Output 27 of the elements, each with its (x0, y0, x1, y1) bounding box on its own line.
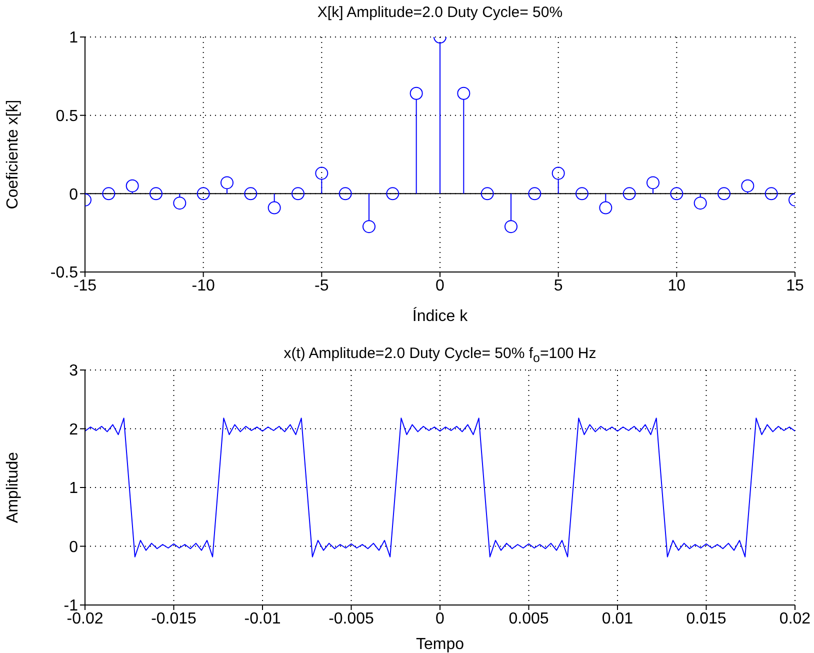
y-tick-label: 3 (69, 362, 78, 380)
y-tick-label: 0.5 (56, 108, 78, 126)
x-tick-label: 0.02 (779, 610, 811, 628)
x-tick-label: -0.015 (151, 610, 197, 628)
x-tick-label: -0.005 (328, 610, 374, 628)
y-tick-label: 1 (69, 480, 78, 498)
y-axis-title: Amplitude (4, 452, 22, 524)
y-axis-title: Coeficiente x[k] (4, 100, 22, 210)
x-axis-title: Índice k (412, 307, 469, 325)
x-tick-label: 10 (668, 277, 686, 294)
y-tick-label: 0 (69, 538, 78, 556)
x-tick-label: -5 (314, 277, 329, 294)
x-tick-label: 0.015 (686, 610, 726, 628)
chart-title: X[k] Amplitude=2.0 Duty Cycle= 50% (316, 4, 564, 21)
x-tick-label: 5 (554, 277, 563, 294)
y-tick-label: 2 (69, 421, 78, 438)
x-tick-label: 0.01 (602, 610, 634, 628)
y-tick-label: 1 (69, 30, 78, 47)
y-tick-label: 0 (69, 186, 78, 204)
chart-title: x(t) Amplitude=2.0 Duty Cycle= 50% f$_{o}$=100 Hz (282, 345, 598, 365)
x-tick-label: 0 (436, 277, 445, 294)
x-tick-label: -0.01 (244, 610, 281, 628)
x-tick-label: 0.005 (508, 610, 549, 628)
x-tick-label: -10 (192, 277, 215, 294)
x-axis-title: Tempo (416, 636, 464, 653)
x-tick-label: 15 (786, 277, 804, 294)
x-tick-label: 0 (436, 610, 445, 628)
